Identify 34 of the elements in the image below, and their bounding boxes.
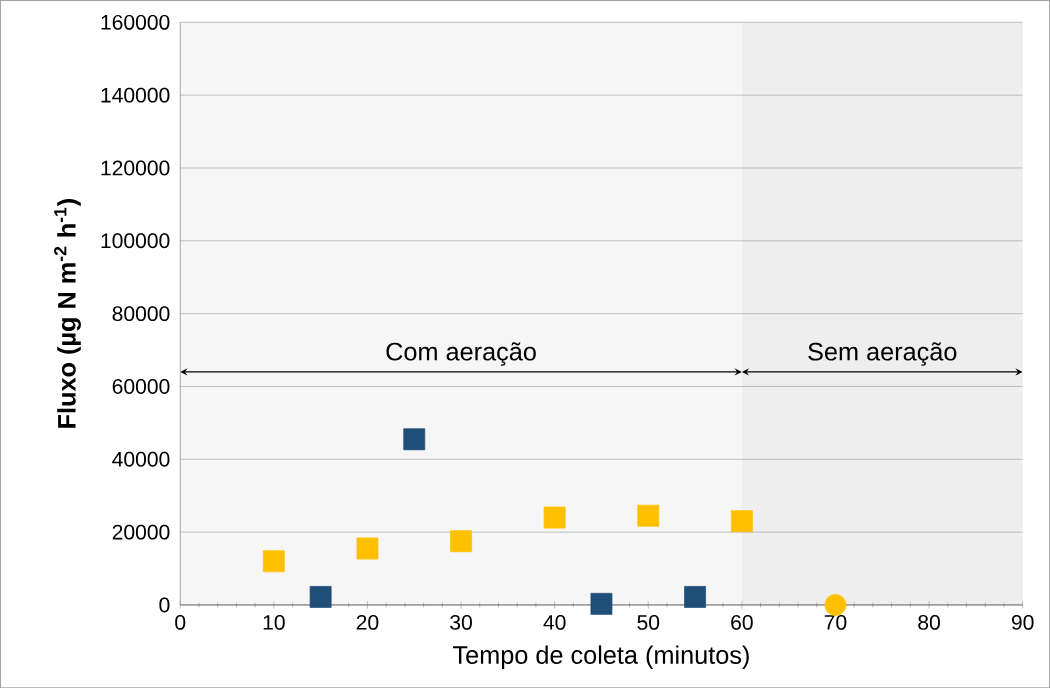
y-tick-label: 120000 xyxy=(101,160,170,176)
x-tick-label: 50 xyxy=(637,614,660,630)
point xyxy=(637,504,660,527)
x-tick-label: 70 xyxy=(824,614,847,630)
x-tick-label: 20 xyxy=(356,614,379,630)
y-tick-label: 160000 xyxy=(101,14,170,30)
x-tick-label: 80 xyxy=(918,614,940,630)
y-tick-label: 100000 xyxy=(101,233,170,249)
y-tick-label: 80000 xyxy=(112,306,170,321)
y-tick-label: 60000 xyxy=(112,378,170,394)
point xyxy=(590,592,613,615)
y-tick-label: 0 xyxy=(159,597,170,613)
x-axis-title: Tempo de coleta (minutos) xyxy=(453,645,749,669)
point xyxy=(730,510,753,532)
point xyxy=(684,585,706,608)
point xyxy=(450,530,472,552)
point xyxy=(824,593,847,616)
y-tick-label: 40000 xyxy=(112,451,170,467)
y-axis-title: Fluxo (µg N m$^{-2}$ h$^{-1}$) xyxy=(54,198,81,428)
x-tick-label: 90 xyxy=(1011,614,1034,630)
y-tick-label: 140000 xyxy=(101,87,170,103)
point xyxy=(543,506,566,529)
band-label: Com aeração xyxy=(386,342,536,366)
band-label: Sem aeração xyxy=(808,342,957,366)
point xyxy=(403,428,426,451)
x-tick-label: 10 xyxy=(263,614,285,630)
y-tick-label: 20000 xyxy=(112,524,170,540)
x-tick-label: 0 xyxy=(175,614,186,630)
x-tick-label: 30 xyxy=(450,614,472,630)
x-tick-label: 40 xyxy=(543,614,566,630)
x-tick-label: 60 xyxy=(731,614,753,630)
point xyxy=(262,550,285,573)
point xyxy=(356,537,379,560)
point xyxy=(309,585,332,608)
